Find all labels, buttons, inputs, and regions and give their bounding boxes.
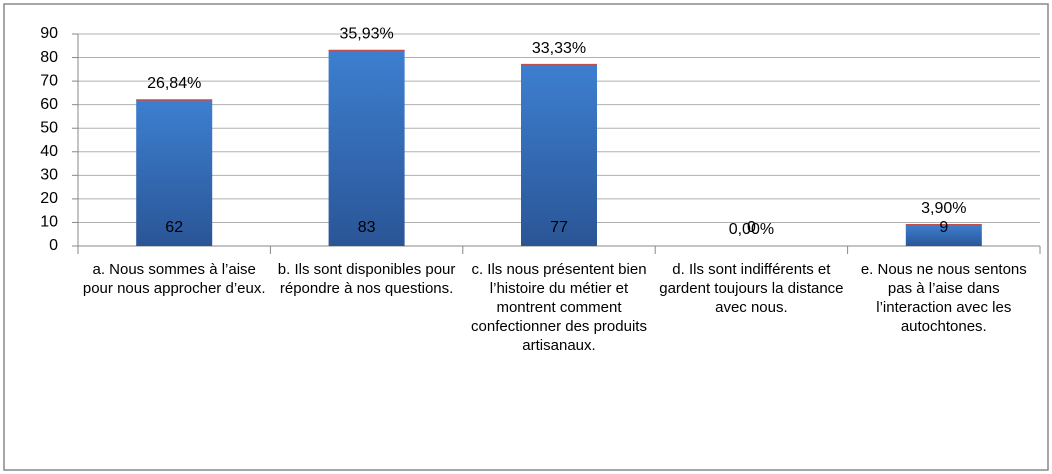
- percent-label: 35,93%: [339, 26, 393, 43]
- y-tick-label: 10: [40, 214, 58, 231]
- value-label: 0: [747, 219, 756, 236]
- bar: [328, 50, 405, 246]
- y-tick-label: 30: [40, 167, 58, 184]
- y-tick-label: 60: [40, 96, 58, 113]
- bar: [521, 64, 597, 246]
- value-label: 9: [939, 219, 948, 236]
- percent-label: 33,33%: [532, 40, 586, 57]
- percent-label: 0,00%: [729, 221, 774, 238]
- x-tick-label: b. Ils sont disponibles pour répondre à …: [277, 261, 456, 297]
- x-tick-label: a. Nous sommes à l’aise pour nous approc…: [82, 261, 266, 297]
- x-tick-label: e. Nous ne nous sentons pas à l’aise dan…: [860, 261, 1027, 335]
- bar: [136, 99, 213, 246]
- y-tick-label: 70: [40, 72, 58, 89]
- x-tick-label: d. Ils sont indifférents et gardent touj…: [659, 261, 844, 316]
- percent-label: 3,90%: [921, 200, 966, 217]
- bar: [905, 224, 982, 246]
- value-label: 62: [165, 219, 183, 236]
- y-tick-label: 50: [40, 119, 58, 136]
- value-label: 83: [358, 219, 376, 236]
- percent-label: 26,84%: [147, 75, 201, 92]
- chart-border: [3, 3, 1049, 471]
- y-tick-label: 20: [40, 190, 58, 207]
- value-label: 77: [550, 219, 568, 236]
- y-tick-label: 90: [40, 25, 58, 42]
- y-tick-label: 80: [40, 49, 58, 66]
- y-tick-label: 0: [49, 237, 58, 254]
- y-tick-label: 40: [40, 143, 58, 160]
- x-tick-label: c. Ils nous présentent bien l’histoire d…: [471, 261, 647, 354]
